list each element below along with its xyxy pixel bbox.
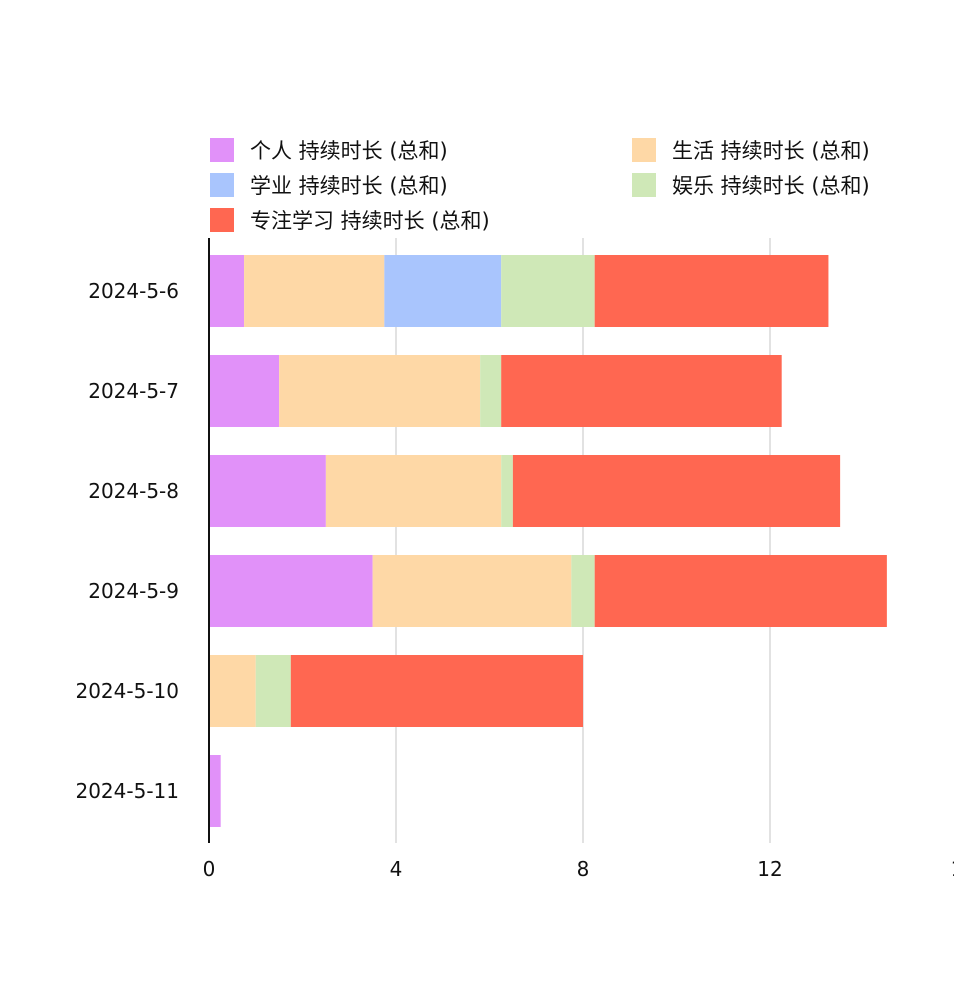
bar-segment (480, 355, 502, 427)
bar-segment (512, 455, 841, 527)
y-tick-label: 2024-5-7 (88, 379, 179, 403)
bar-segment (209, 355, 280, 427)
x-tick-label: 8 (577, 857, 590, 881)
bar-segment (594, 255, 829, 327)
legend-item: 娱乐 持续时长 (总和) (632, 173, 870, 198)
axes: 0 4 8 12 1 2024-5-6 2024-5-7 2024-5-8 2024-5-9 20… (75, 238, 954, 881)
y-tick-label: 2024-5-9 (88, 579, 179, 603)
bar-segment (325, 455, 502, 527)
bar-segment (279, 355, 481, 427)
legend-swatch (210, 173, 234, 197)
bar-segment (209, 755, 221, 827)
bar-segment (209, 455, 326, 527)
legend-label: 专注学习 持续时长 (总和) (250, 209, 490, 233)
legend-swatch (210, 208, 234, 232)
bar-segment (501, 455, 513, 527)
bar-segment (501, 355, 782, 427)
x-tick-label: 0 (203, 857, 216, 881)
legend: 个人 持续时长 (总和) 生活 持续时长 (总和) 学业 持续时长 (总和) 娱乐 持… (210, 138, 870, 233)
legend-swatch (632, 173, 656, 197)
legend-label: 学业 持续时长 (总和) (250, 174, 448, 198)
bars (209, 255, 887, 827)
y-tick-label: 2024-5-11 (75, 779, 179, 803)
legend-item: 学业 持续时长 (总和) (210, 173, 448, 198)
bar-segment (571, 555, 595, 627)
legend-swatch (210, 138, 234, 162)
x-tick-label: 12 (757, 857, 782, 881)
y-tick-label: 2024-5-8 (88, 479, 179, 503)
bar-segment (384, 255, 502, 327)
grid-lines (395, 238, 771, 843)
bar-segment (244, 255, 385, 327)
bar-segment (209, 255, 245, 327)
bar-segment (290, 655, 583, 727)
legend-item: 专注学习 持续时长 (总和) (210, 208, 490, 233)
legend-swatch (632, 138, 656, 162)
x-tick-label: 4 (390, 857, 403, 881)
legend-label: 个人 持续时长 (总和) (250, 139, 448, 163)
bar-segment (594, 555, 887, 627)
bar-segment (209, 555, 373, 627)
bar-segment (372, 555, 572, 627)
y-tick-label: 2024-5-10 (75, 679, 179, 703)
bar-segment (501, 255, 595, 327)
x-tick-label: 1 (951, 857, 954, 881)
bar-segment (209, 655, 256, 727)
legend-item: 个人 持续时长 (总和) (210, 138, 448, 163)
legend-label: 生活 持续时长 (总和) (672, 139, 870, 163)
bar-segment (255, 655, 291, 727)
legend-label: 娱乐 持续时长 (总和) (672, 174, 870, 198)
y-tick-label: 2024-5-6 (88, 279, 179, 303)
legend-item: 生活 持续时长 (总和) (632, 138, 870, 163)
